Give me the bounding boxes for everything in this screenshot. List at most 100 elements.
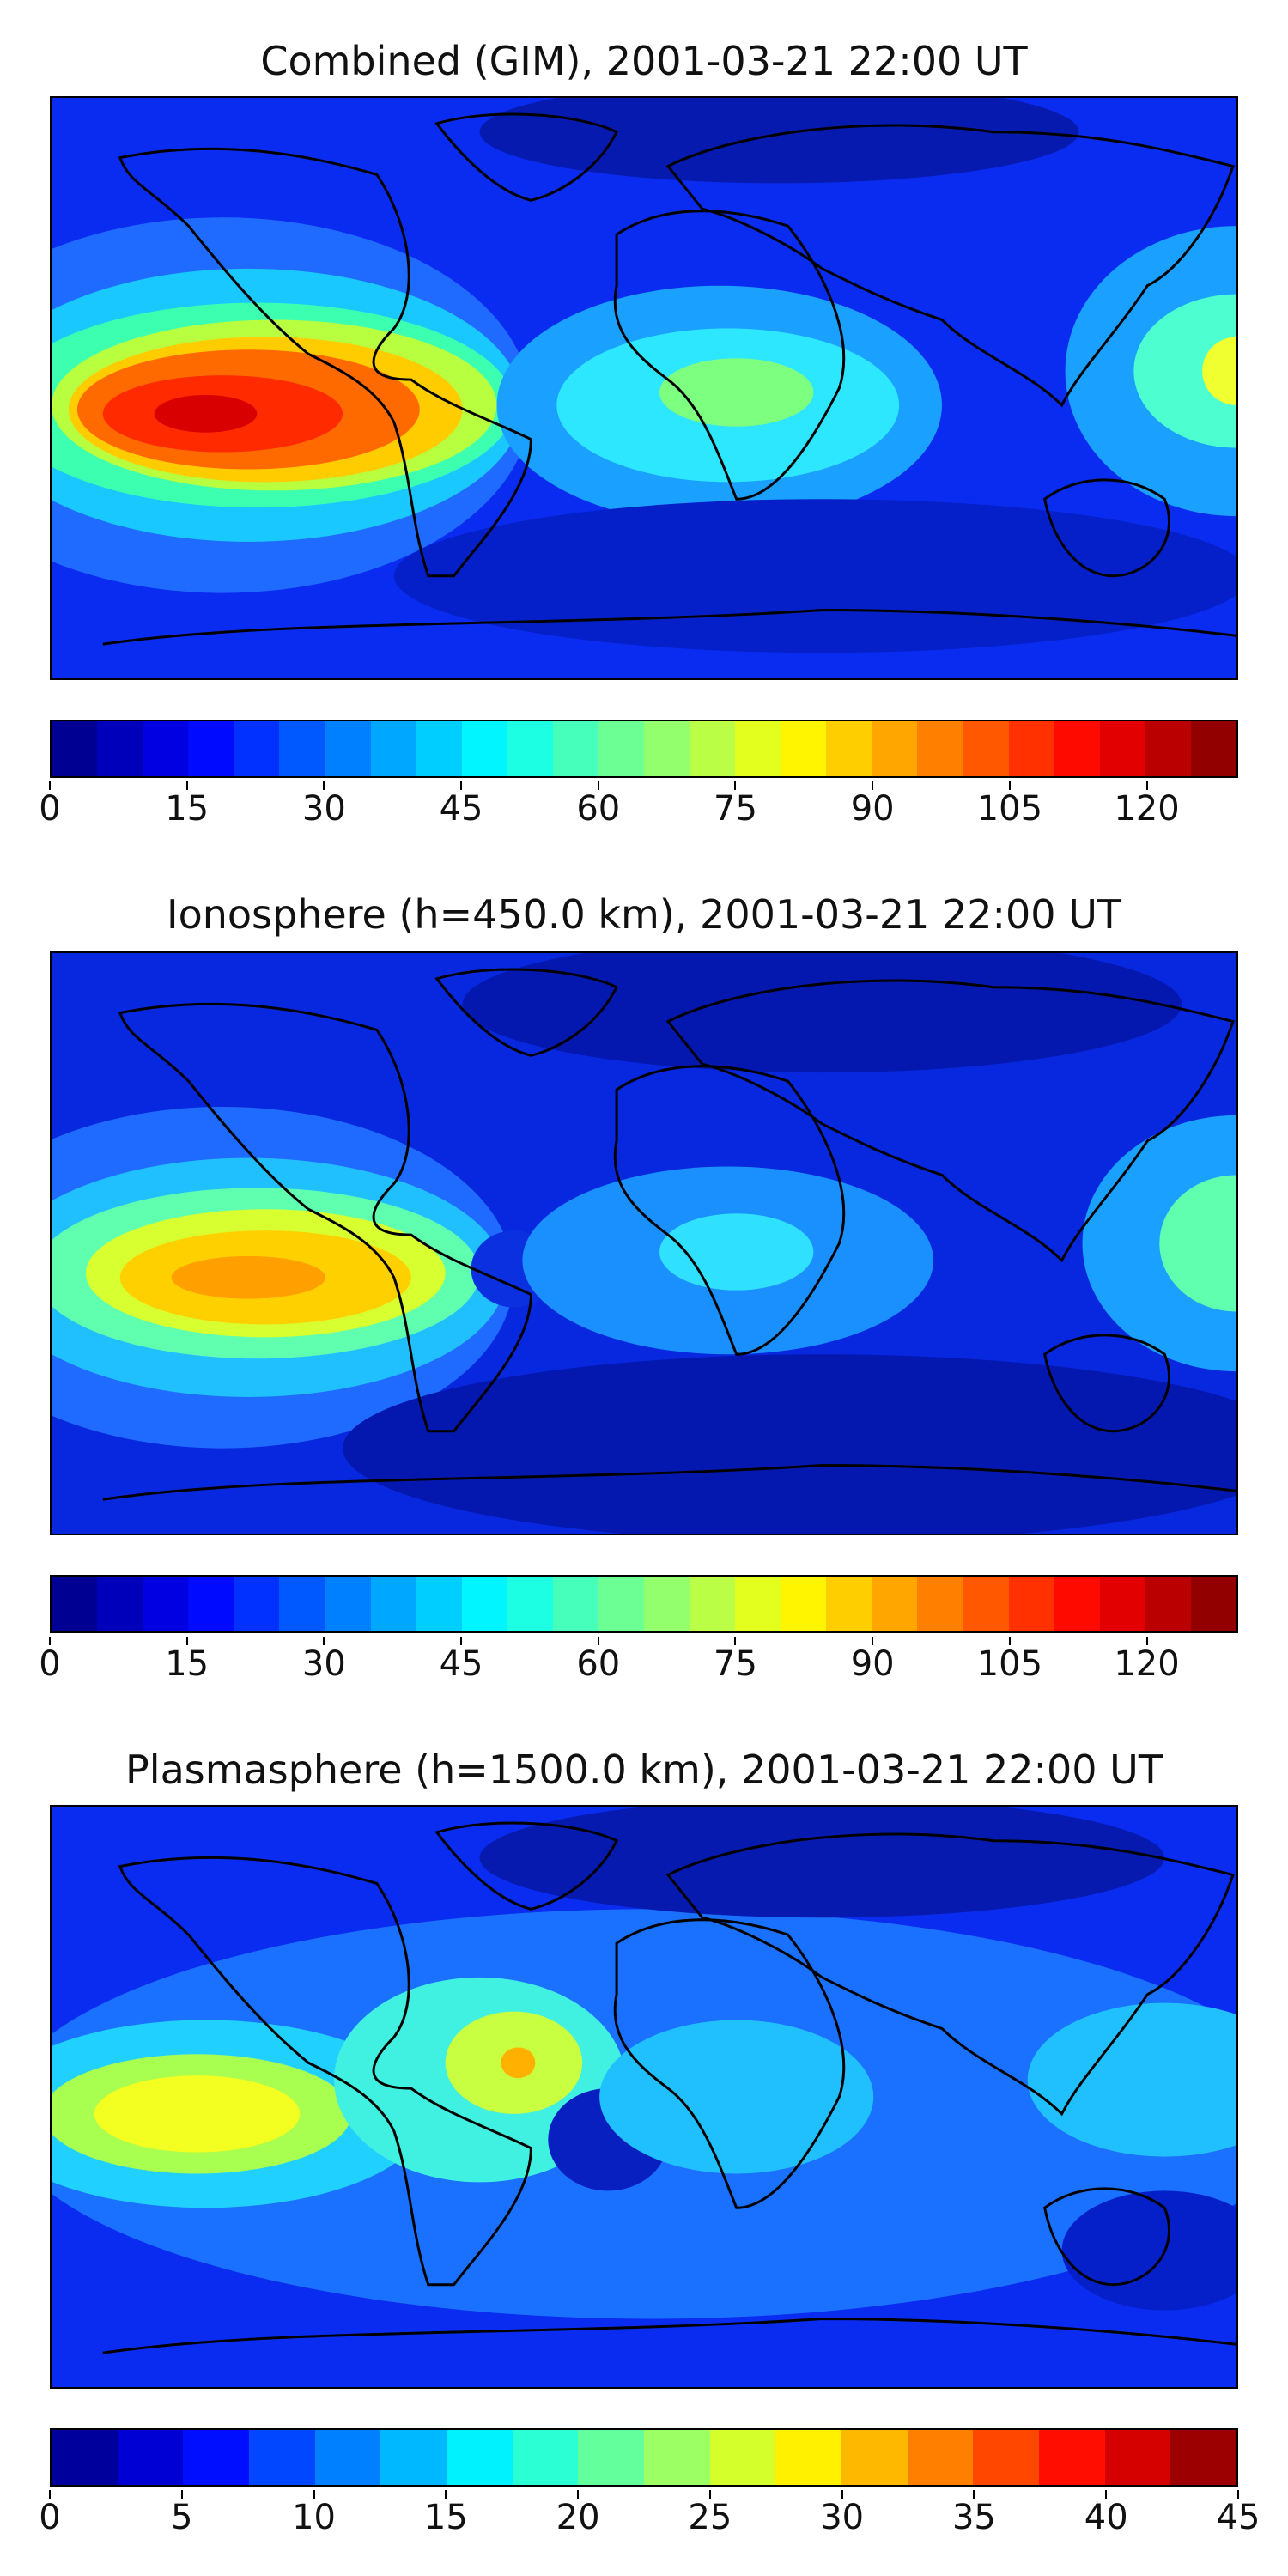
colorbar-swatch bbox=[234, 721, 280, 776]
colorbar-tick-mark bbox=[597, 1637, 599, 1645]
colorbar-swatch bbox=[1054, 1577, 1100, 1631]
colorbar-tick-label: 120 bbox=[1114, 1644, 1180, 1684]
colorbar-tick-mark bbox=[577, 2490, 580, 2499]
colorbar-tick-mark bbox=[313, 2490, 315, 2499]
colorbar-tick-label: 15 bbox=[165, 789, 210, 829]
colorbar-tick-label: 120 bbox=[1114, 789, 1180, 829]
colorbar-tick-label: 75 bbox=[714, 789, 757, 829]
panel-3-map bbox=[50, 1805, 1238, 2389]
panel-3-colorbar-ticks: 0 5 10 15 20 25 30 35 40 45 bbox=[39, 2490, 1260, 2550]
colorbar-swatch bbox=[461, 721, 507, 776]
colorbar-tick-mark bbox=[872, 1637, 874, 1645]
colorbar-swatch bbox=[188, 721, 234, 776]
colorbar-swatch bbox=[461, 1577, 507, 1631]
colorbar-tick-label: 105 bbox=[976, 789, 1043, 829]
colorbar-swatch bbox=[188, 1577, 234, 1631]
colorbar-swatch bbox=[234, 1577, 280, 1631]
colorbar-tick-mark bbox=[323, 1637, 325, 1645]
colorbar-swatch bbox=[507, 1577, 553, 1631]
colorbar-tick-label: 0 bbox=[39, 1644, 61, 1684]
panel-2-map bbox=[50, 951, 1238, 1535]
colorbar-tick-label: 30 bbox=[301, 1644, 346, 1684]
colorbar-tick-label: 60 bbox=[576, 1644, 621, 1684]
colorbar-tick-label: 45 bbox=[439, 789, 483, 829]
panel-1-title: Combined (GIM), 2001-03-21 22:00 UT bbox=[260, 38, 1028, 84]
colorbar-tick-mark bbox=[1237, 2490, 1239, 2499]
colorbar-swatch bbox=[416, 721, 462, 776]
plasmasphere-map-svg bbox=[52, 1807, 1236, 2387]
colorbar-tick-mark bbox=[185, 1637, 188, 1645]
colorbar-swatch bbox=[507, 721, 553, 776]
colorbar-swatch bbox=[690, 721, 736, 776]
panel-1-colorbar bbox=[50, 720, 1238, 778]
colorbar-swatch bbox=[973, 2430, 1040, 2485]
colorbar-swatch bbox=[279, 721, 325, 776]
colorbar-swatch bbox=[781, 721, 827, 776]
colorbar-tick-mark bbox=[872, 781, 874, 790]
colorbar-swatch bbox=[1008, 1577, 1054, 1631]
colorbar-swatch bbox=[249, 2430, 315, 2485]
colorbar-swatch bbox=[370, 721, 416, 776]
colorbar-tick-label: 15 bbox=[165, 1644, 210, 1684]
panel-1-colorbar-ticks: 0 15 30 45 60 75 90 105 120 bbox=[39, 781, 1238, 841]
colorbar-swatch bbox=[872, 1577, 918, 1631]
colorbar-tick-mark bbox=[49, 781, 51, 790]
colorbar-swatch bbox=[512, 2430, 579, 2485]
colorbar-swatch bbox=[314, 2430, 381, 2485]
colorbar-swatch bbox=[1190, 1577, 1237, 1631]
colorbar-swatch bbox=[735, 721, 781, 776]
colorbar-swatch bbox=[709, 2430, 776, 2485]
colorbar-swatch bbox=[907, 2430, 974, 2485]
colorbar-swatch bbox=[380, 2430, 447, 2485]
colorbar-swatch bbox=[917, 721, 963, 776]
colorbar-swatch bbox=[690, 1577, 736, 1631]
colorbar-tick-label: 75 bbox=[714, 1644, 757, 1684]
colorbar-tick-label: 30 bbox=[301, 789, 346, 829]
colorbar-swatch bbox=[1008, 721, 1054, 776]
colorbar-tick-label: 0 bbox=[39, 2498, 61, 2537]
colorbar-tick-label: 35 bbox=[951, 2498, 996, 2537]
colorbar-swatch bbox=[117, 2430, 184, 2485]
colorbar-swatch bbox=[841, 2430, 908, 2485]
colorbar-swatch bbox=[781, 1577, 827, 1631]
colorbar-swatch bbox=[1104, 2430, 1171, 2485]
colorbar-tick-mark bbox=[460, 1637, 463, 1645]
colorbar-swatch bbox=[1170, 2430, 1237, 2485]
colorbar-swatch bbox=[447, 2430, 513, 2485]
colorbar-tick-mark bbox=[1008, 1637, 1011, 1645]
colorbar-swatch bbox=[143, 1577, 189, 1631]
colorbar-tick-label: 20 bbox=[556, 2498, 600, 2537]
colorbar-swatch bbox=[598, 721, 645, 776]
colorbar-tick-label: 5 bbox=[171, 2498, 193, 2537]
colorbar-swatch bbox=[1039, 2430, 1105, 2485]
colorbar-tick-mark bbox=[841, 2490, 843, 2499]
colorbar-swatch bbox=[552, 1577, 598, 1631]
colorbar-swatch bbox=[644, 721, 690, 776]
colorbar-tick-mark bbox=[1145, 1637, 1148, 1645]
colorbar-swatch bbox=[644, 1577, 690, 1631]
colorbar-swatch bbox=[872, 721, 918, 776]
panel-3-colorbar bbox=[50, 2428, 1238, 2487]
colorbar-tick-mark bbox=[1105, 2490, 1108, 2499]
colorbar-swatch bbox=[97, 1577, 143, 1631]
colorbar-tick-label: 25 bbox=[688, 2498, 732, 2537]
colorbar-swatch bbox=[963, 721, 1009, 776]
colorbar-tick-mark bbox=[734, 781, 737, 790]
colorbar-swatch bbox=[52, 1577, 98, 1631]
colorbar-tick-label: 30 bbox=[820, 2498, 865, 2537]
colorbar-tick-mark bbox=[185, 781, 188, 790]
colorbar-swatch bbox=[183, 2430, 250, 2485]
ionosphere-map-svg bbox=[52, 953, 1236, 1534]
colorbar-tick-mark bbox=[708, 2490, 711, 2499]
panel-2-title: Ionosphere (h=450.0 km), 2001-03-21 22:0… bbox=[167, 891, 1121, 938]
colorbar-swatch bbox=[826, 721, 872, 776]
colorbar-swatch bbox=[325, 1577, 371, 1631]
colorbar-swatch bbox=[963, 1577, 1009, 1631]
colorbar-tick-mark bbox=[734, 1637, 737, 1645]
colorbar-tick-mark bbox=[973, 2490, 975, 2499]
colorbar-tick-mark bbox=[445, 2490, 447, 2499]
combined-map-svg bbox=[52, 98, 1236, 678]
colorbar-tick-mark bbox=[180, 2490, 183, 2499]
colorbar-tick-mark bbox=[460, 781, 463, 790]
colorbar-tick-mark bbox=[49, 2490, 51, 2499]
